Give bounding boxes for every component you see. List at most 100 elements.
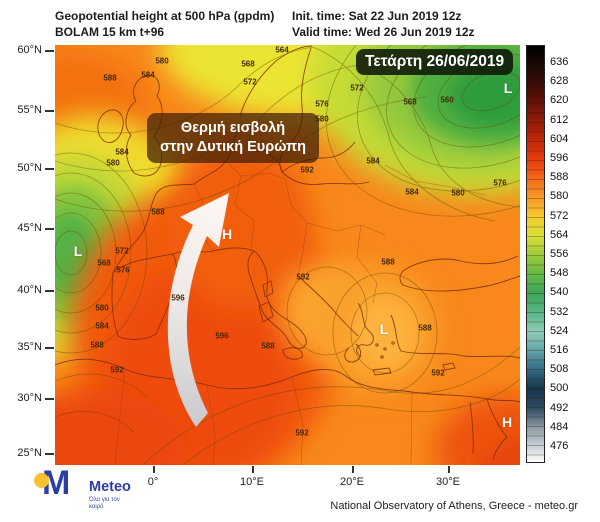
lon-tick-label: 20°E	[340, 476, 364, 488]
color-scale-label: 548	[550, 267, 569, 280]
color-scale-label: 564	[550, 228, 569, 241]
color-scale-label: 532	[550, 305, 569, 318]
map-graphic	[55, 45, 520, 465]
lat-tick-label: 30°N	[17, 392, 42, 404]
color-scale-label: 540	[550, 286, 569, 299]
model-info: BOLAM 15 km t+96	[55, 25, 165, 39]
contour-value-label: 572	[243, 77, 257, 87]
contour-value-label: 596	[171, 293, 185, 303]
color-scale-label: 596	[550, 152, 569, 164]
pressure-center-marker: L	[503, 80, 513, 96]
valid-time: Valid time: Wed 26 Jun 2019 12z	[292, 25, 475, 39]
contour-value-label: 588	[418, 323, 432, 333]
color-scale-label: 604	[550, 132, 569, 145]
contour-value-label: 592	[110, 365, 124, 375]
contour-value-label: 580	[106, 158, 120, 168]
color-scale-label: 636	[550, 56, 569, 68]
contour-value-label: 584	[366, 156, 380, 166]
contour-value-label: 588	[261, 341, 275, 351]
lon-tick-label: 10°E	[240, 476, 264, 488]
contour-value-label: 560	[440, 95, 454, 105]
lon-tick-mark	[153, 466, 155, 473]
pressure-marker-layer: L L H L H	[55, 45, 520, 465]
contour-value-label: 584	[95, 321, 109, 331]
lat-tick-mark	[45, 347, 54, 349]
contour-value-label: 588	[103, 73, 117, 83]
contour-value-label: 588	[381, 257, 395, 267]
init-time: Init. time: Sat 22 Jun 2019 12z	[292, 9, 462, 23]
attribution-text: National Observatory of Athens, Greece -…	[330, 500, 578, 512]
annotation-line-2: στην Δυτική Ευρώπη	[159, 138, 307, 155]
lon-tick-mark	[252, 466, 254, 473]
lat-tick-label: 40°N	[17, 284, 42, 296]
pressure-center-marker: L	[379, 321, 389, 337]
lon-tick-label: 30°E	[436, 476, 460, 488]
contour-value-label: 588	[151, 207, 165, 217]
color-scale-bar	[526, 45, 545, 463]
date-badge: Τετάρτη 26/06/2019	[356, 49, 514, 75]
color-scale-label: 612	[550, 113, 569, 126]
contour-value-label: 584	[141, 70, 155, 80]
lat-tick-mark	[45, 290, 54, 292]
contour-value-label: 592	[431, 368, 445, 378]
lat-tick-label: 45°N	[17, 222, 42, 234]
lon-tick-label: 0°	[147, 476, 159, 488]
pressure-center-marker: H	[501, 414, 513, 430]
color-scale-label: 476	[550, 440, 569, 452]
color-scale-label: 500	[550, 382, 569, 395]
color-scale-label: 508	[550, 363, 569, 376]
contour-value-label: 568	[403, 97, 417, 107]
lat-tick-label: 25°N	[17, 447, 42, 459]
contour-value-label: 572	[115, 246, 129, 256]
lat-tick-label: 50°N	[17, 162, 42, 174]
contour-value-label: 576	[493, 178, 507, 188]
geopotential-map: 588 584 580 568 564 572 576 580 572 568 560 592 584 5…	[55, 45, 520, 465]
meteo-logo-sun-icon	[34, 473, 49, 488]
lon-tick-mark	[352, 466, 354, 473]
height-field-blobs	[55, 45, 520, 465]
color-scale-label: 484	[550, 420, 569, 433]
lon-tick-mark	[448, 466, 450, 473]
color-scale-label: 580	[550, 190, 569, 203]
contour-label-layer: 588 584 580 568 564 572 576 580 572 568 560 592 584 5…	[55, 45, 520, 465]
contour-value-label: 568	[97, 258, 111, 268]
contour-value-label: 584	[405, 187, 419, 197]
contour-value-label: 576	[315, 99, 329, 109]
contour-value-label: 568	[241, 59, 255, 69]
contour-value-label: 580	[155, 56, 169, 66]
lat-tick-label: 60°N	[17, 44, 42, 56]
color-scale-label: 524	[550, 324, 569, 337]
warm-invasion-annotation: Θερμή εισβολή στην Δυτική Ευρώπη	[147, 113, 319, 163]
contour-value-label: 564	[275, 45, 289, 55]
contour-value-label: 572	[350, 83, 364, 93]
color-scale-label: 620	[550, 94, 569, 107]
lat-tick-mark	[45, 398, 54, 400]
color-scale-label: 492	[550, 401, 569, 414]
contour-value-label: 580	[315, 114, 329, 124]
lat-tick-label: 35°N	[17, 341, 42, 353]
lat-tick-label: 55°N	[17, 104, 42, 116]
meteo-brand-name: Meteo	[89, 479, 131, 495]
lat-tick-mark	[45, 453, 54, 455]
color-scale-label: 556	[550, 248, 569, 260]
contour-value-label: 592	[296, 272, 310, 282]
contour-value-label: 588	[90, 340, 104, 350]
color-scale-label: 588	[550, 171, 569, 184]
country-borders	[114, 160, 486, 465]
lat-tick-mark	[45, 50, 54, 52]
contour-lines	[55, 45, 520, 465]
contour-value-label: 596	[215, 331, 229, 341]
color-scale-label: 572	[550, 209, 569, 222]
pressure-center-marker: H	[221, 226, 233, 242]
contour-value-label: 592	[295, 428, 309, 438]
meteo-tagline: Όλα για τον καιρό	[89, 497, 120, 510]
lat-tick-mark	[45, 110, 54, 112]
contour-value-label: 584	[115, 147, 129, 157]
contour-value-label: 580	[451, 188, 465, 198]
lat-tick-mark	[45, 168, 54, 170]
chart-title: Geopotential height at 500 hPa (gpdm)	[55, 9, 275, 23]
color-scale-label: 628	[550, 75, 569, 88]
lat-tick-mark	[45, 228, 54, 230]
pressure-center-marker: L	[73, 243, 83, 259]
